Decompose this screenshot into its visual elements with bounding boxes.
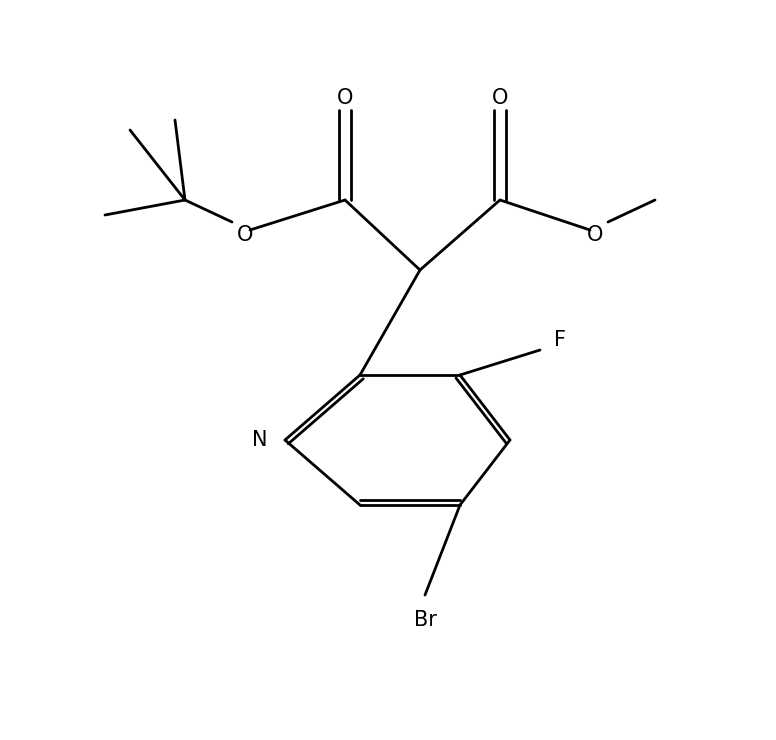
Text: O: O [237,225,253,245]
Text: O: O [492,88,508,108]
Text: F: F [554,330,566,350]
Text: N: N [251,430,267,450]
Text: O: O [337,88,353,108]
Text: Br: Br [414,610,436,630]
Text: O: O [587,225,603,245]
